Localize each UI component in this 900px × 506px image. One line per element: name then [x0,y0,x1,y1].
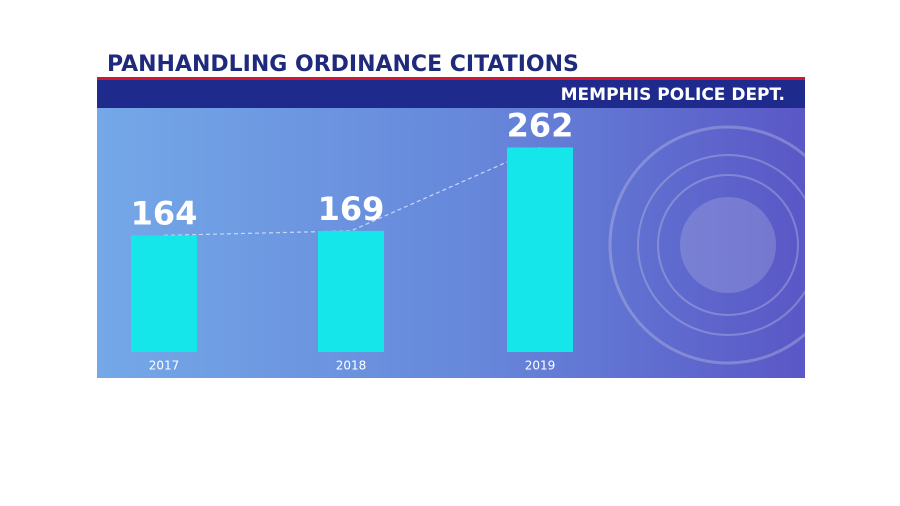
value-label: 164 [131,194,198,232]
seal [608,125,805,365]
bar [507,147,573,352]
x-tick-label: 2019 [525,359,556,373]
title-rule [97,77,805,80]
header-band [97,80,805,108]
value-label: 262 [507,106,574,144]
chart-subtitle: MEMPHIS POLICE DEPT. [561,85,785,105]
x-tick-label: 2017 [149,359,180,373]
x-tick-label: 2018 [336,359,367,373]
plot-panel [97,108,805,378]
bar [318,230,384,352]
chart-title: PANHANDLING ORDINANCE CITATIONS [107,52,579,77]
value-label: 169 [318,190,385,228]
bar [131,235,197,352]
trend-line [163,146,541,236]
